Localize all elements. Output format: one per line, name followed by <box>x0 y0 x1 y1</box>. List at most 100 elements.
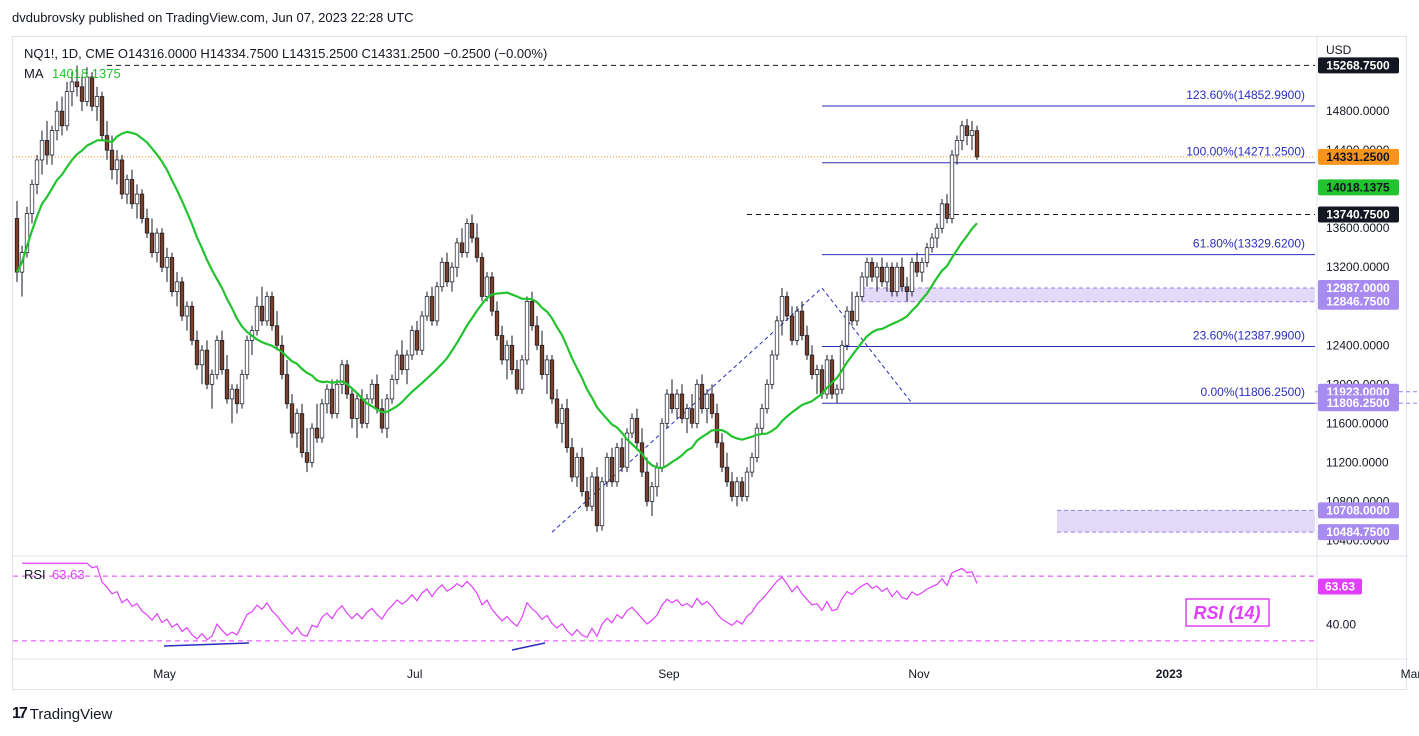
candle-body <box>634 418 640 444</box>
candle-body <box>679 393 685 419</box>
candle <box>799 301 805 341</box>
candle-body <box>959 125 965 141</box>
candle <box>184 301 190 331</box>
candle <box>604 452 610 487</box>
candle-body <box>694 383 700 424</box>
candle <box>94 86 100 121</box>
candle-body <box>439 262 445 288</box>
candle <box>444 252 450 287</box>
price-tag <box>1318 502 1399 519</box>
candle <box>124 174 130 204</box>
price-tag-label: 15268.7500 <box>1326 58 1390 72</box>
candle <box>714 403 720 448</box>
ohlc-legend: NQ1!, 1D, CME O14316.0000 H14334.7500 L1… <box>24 46 547 61</box>
candle <box>494 301 500 341</box>
candle <box>894 262 900 297</box>
candle-body <box>369 383 375 400</box>
candle-body <box>404 354 410 371</box>
candle <box>874 262 880 292</box>
candle-body <box>629 418 635 434</box>
candle <box>294 408 300 448</box>
candle-body <box>864 262 870 278</box>
candle <box>539 330 545 380</box>
candle <box>599 476 605 531</box>
candle-body <box>879 266 885 283</box>
candle <box>219 330 225 375</box>
candle <box>519 355 525 395</box>
candle <box>514 359 520 395</box>
candle-body <box>519 359 525 390</box>
candle-body <box>199 349 205 366</box>
candle-body <box>569 447 575 478</box>
candle-body <box>414 330 420 351</box>
candle <box>164 247 170 282</box>
chart-frame <box>12 36 1407 690</box>
candle-body <box>114 159 120 171</box>
candle-body <box>619 447 625 468</box>
rsi-divergence-line <box>511 642 546 651</box>
candle-body <box>304 452 310 463</box>
candle-body <box>239 374 245 405</box>
candle <box>244 335 250 380</box>
price-tag <box>1318 57 1399 74</box>
candle <box>684 403 690 434</box>
candle <box>509 335 515 375</box>
candle <box>379 398 385 434</box>
time-axis-label: 2023 <box>1156 667 1183 681</box>
candle <box>144 208 150 238</box>
candle-body <box>109 149 115 171</box>
rsi-divergence-line <box>163 642 250 647</box>
price-tag <box>1318 395 1399 412</box>
candle-body <box>284 374 290 405</box>
fib-level-label: 23.60%(12387.9900) <box>1193 328 1305 342</box>
candle-body <box>504 344 510 361</box>
price-axis-tick: 14800.0000 <box>1326 104 1390 118</box>
support-zone <box>1057 510 1315 533</box>
candle-body <box>54 110 60 132</box>
candle-body <box>469 222 475 239</box>
candle-body <box>214 340 220 375</box>
candle-body <box>234 388 240 405</box>
candle-body <box>719 442 725 468</box>
candle <box>354 394 360 438</box>
ma-legend-label: MA <box>24 66 44 81</box>
candle <box>794 306 800 346</box>
candle-body <box>669 393 675 410</box>
candle <box>584 476 590 512</box>
candle-body <box>164 257 170 268</box>
candle <box>134 184 140 219</box>
candle <box>899 257 905 292</box>
candle-body <box>474 237 480 258</box>
candle <box>554 389 560 429</box>
candle-body <box>189 305 195 341</box>
fib-connector <box>821 287 913 404</box>
candle-body <box>564 408 570 449</box>
candle <box>64 81 70 131</box>
candle-body <box>904 286 910 292</box>
candle-body <box>884 266 890 283</box>
candle <box>399 340 405 375</box>
candle <box>694 379 700 429</box>
candle-body <box>624 432 630 468</box>
candle <box>679 384 685 424</box>
candle-body <box>934 227 940 239</box>
candle-body <box>834 388 840 395</box>
candle <box>524 296 530 365</box>
candle <box>869 257 875 282</box>
candle-body <box>244 340 250 375</box>
candle-body <box>229 388 235 400</box>
candle-body <box>609 457 615 483</box>
candle-body <box>274 325 280 346</box>
candle <box>79 77 85 112</box>
candle <box>59 96 65 136</box>
footer-brand[interactable]: 17 TradingView <box>12 705 112 723</box>
candle-body <box>384 398 390 429</box>
candle-body <box>854 296 860 322</box>
candle <box>464 218 470 258</box>
candle-body <box>929 237 935 249</box>
candle <box>704 389 710 424</box>
candle-body <box>664 393 670 424</box>
candle-body <box>914 262 920 273</box>
candle <box>189 301 195 346</box>
